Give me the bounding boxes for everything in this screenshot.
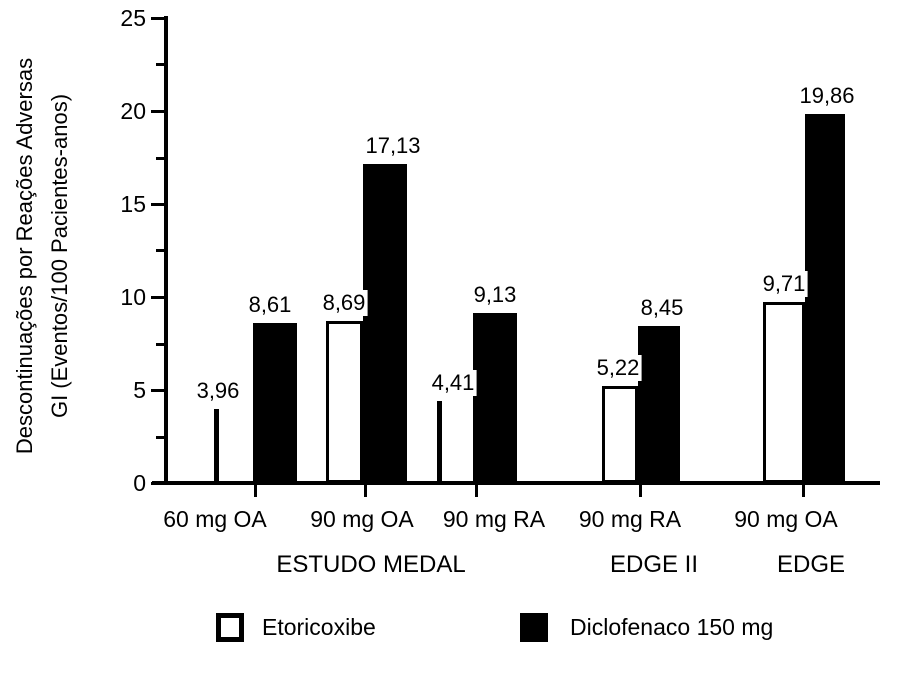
value-label-diclofenaco: 8,45	[638, 295, 686, 321]
bar-etoricoxibe-group3	[437, 401, 442, 483]
bar-diclofenaco-group1	[253, 323, 297, 483]
value-label-etoricoxibe: 8,69	[320, 290, 368, 316]
bar-diclofenaco-group5	[805, 114, 845, 483]
y-axis-label: Descontinuações por Reações Adversas GI …	[7, 41, 83, 471]
x-axis-category-label: 90 mg RA	[442, 506, 546, 532]
study-label-edge-ii: EDGE II	[609, 551, 699, 578]
x-axis-category-label: 90 mg OA	[310, 506, 414, 532]
bar-etoricoxibe-group5	[763, 302, 805, 483]
y-tick-label: 5	[133, 377, 146, 403]
value-label-etoricoxibe: 3,96	[194, 378, 242, 404]
y-axis-line	[164, 16, 168, 485]
bar-etoricoxibe-group4	[602, 386, 638, 483]
value-label-etoricoxibe: 9,71	[760, 271, 808, 297]
legend-swatch-etoricoxibe	[216, 613, 244, 642]
value-label-etoricoxibe: 5,22	[594, 355, 642, 381]
x-tick	[254, 485, 257, 497]
value-label-diclofenaco: 8,61	[246, 292, 294, 318]
y-minor-tick	[156, 436, 164, 439]
y-major-tick	[151, 389, 164, 392]
value-label-etoricoxibe: 4,41	[429, 370, 477, 396]
y-tick-label: 0	[133, 470, 146, 496]
x-axis-category-label: 90 mg OA	[734, 506, 838, 532]
y-minor-tick	[156, 157, 164, 160]
bar-diclofenaco-group4	[638, 326, 680, 483]
value-label-diclofenaco: 17,13	[363, 133, 423, 159]
y-minor-tick	[156, 249, 164, 252]
y-major-tick	[151, 482, 164, 485]
study-label-estudo-medal: ESTUDO MEDAL	[276, 551, 466, 578]
y-major-tick	[151, 296, 164, 299]
y-minor-tick	[156, 63, 164, 66]
x-tick	[802, 485, 805, 497]
study-label-edge: EDGE	[776, 551, 846, 578]
x-axis-category-label: 90 mg RA	[578, 506, 682, 532]
bar-diclofenaco-group3	[473, 313, 517, 483]
y-major-tick	[151, 110, 164, 113]
x-tick	[475, 485, 478, 497]
y-tick-label: 15	[120, 191, 146, 217]
bar-etoricoxibe-group1	[214, 409, 219, 483]
y-major-tick	[151, 17, 164, 20]
legend-swatch-diclofenaco	[520, 613, 548, 642]
x-axis-category-label: 60 mg OA	[163, 506, 267, 532]
y-tick-label: 25	[120, 5, 146, 31]
y-minor-tick	[156, 343, 164, 346]
y-axis-label-line1: Descontinuações por Reações Adversas	[12, 57, 37, 455]
legend-label-diclofenaco: Diclofenaco 150 mg	[570, 614, 774, 640]
bar-diclofenaco-group2	[363, 164, 407, 483]
bar-etoricoxibe-group2	[326, 321, 363, 483]
y-axis-label-line2: GI (Eventos/100 Pacientes-anos)	[47, 93, 72, 419]
y-major-tick	[151, 203, 164, 206]
y-tick-label: 20	[120, 98, 146, 124]
legend-label-etoricoxibe: Etoricoxibe	[262, 614, 376, 640]
x-axis-line	[152, 481, 880, 485]
x-tick	[639, 485, 642, 497]
y-tick-label: 10	[120, 284, 146, 310]
x-tick	[364, 485, 367, 497]
value-label-diclofenaco: 19,86	[797, 83, 857, 109]
value-label-diclofenaco: 9,13	[471, 282, 519, 308]
